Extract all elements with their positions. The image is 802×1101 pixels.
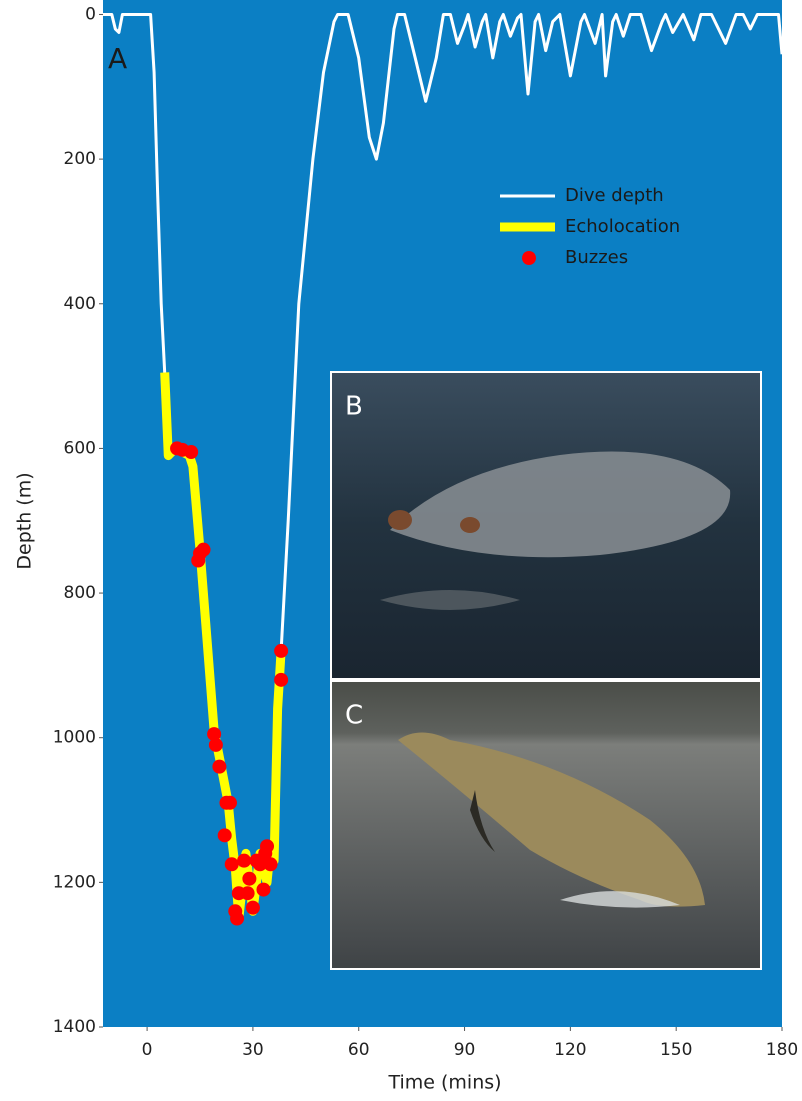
x-tick-label: 60 [348, 1040, 370, 1060]
buzz-point [212, 760, 226, 774]
legend-label: Buzzes [565, 247, 628, 268]
buzz-point [256, 883, 270, 897]
y-tick-label: 600 [64, 438, 96, 458]
y-tick-label: 200 [64, 149, 96, 169]
inset-photo-b: B [331, 372, 761, 679]
buzz-point [223, 796, 237, 810]
x-tick-label: 0 [142, 1040, 153, 1060]
buzz-point [260, 839, 274, 853]
buzz-point [184, 445, 198, 459]
chart: B C A Time (mins) Depth (m) 020040060080… [0, 0, 802, 1101]
inset-label: C [345, 701, 363, 731]
buzz-point [274, 673, 288, 687]
buzz-point [242, 872, 256, 886]
buzz-point [225, 857, 239, 871]
x-tick-label: 150 [660, 1040, 692, 1060]
legend-swatch [522, 251, 536, 265]
buzz-point [237, 854, 251, 868]
inset-label: B [345, 392, 363, 422]
buzz-point [246, 901, 260, 915]
buzz-point [241, 886, 255, 900]
legend-label: Dive depth [565, 185, 664, 206]
buzz-point [197, 543, 211, 557]
y-axis-title: Depth (m) [14, 472, 36, 569]
x-tick-label: 180 [766, 1040, 798, 1060]
x-axis-title: Time (mins) [387, 1072, 501, 1094]
y-tick-label: 1400 [53, 1017, 96, 1037]
buzz-point [264, 857, 278, 871]
x-tick-label: 90 [454, 1040, 476, 1060]
y-tick-label: 400 [64, 294, 96, 314]
buzz-point [209, 738, 223, 752]
y-tick-label: 800 [64, 583, 96, 603]
page: {"chart_data": {"type": "line", "panel_l… [0, 0, 802, 1101]
legend-label: Echolocation [565, 216, 680, 237]
x-tick-label: 120 [554, 1040, 586, 1060]
y-tick-label: 1000 [53, 728, 96, 748]
x-tick-label: 30 [242, 1040, 264, 1060]
panel-label: A [108, 42, 127, 75]
buzz-point [274, 644, 288, 658]
buzz-point [230, 912, 244, 926]
inset-photo-c: C [331, 681, 761, 969]
buzz-point [218, 828, 232, 842]
y-tick-label: 1200 [53, 872, 96, 892]
y-tick-label: 0 [85, 4, 96, 24]
